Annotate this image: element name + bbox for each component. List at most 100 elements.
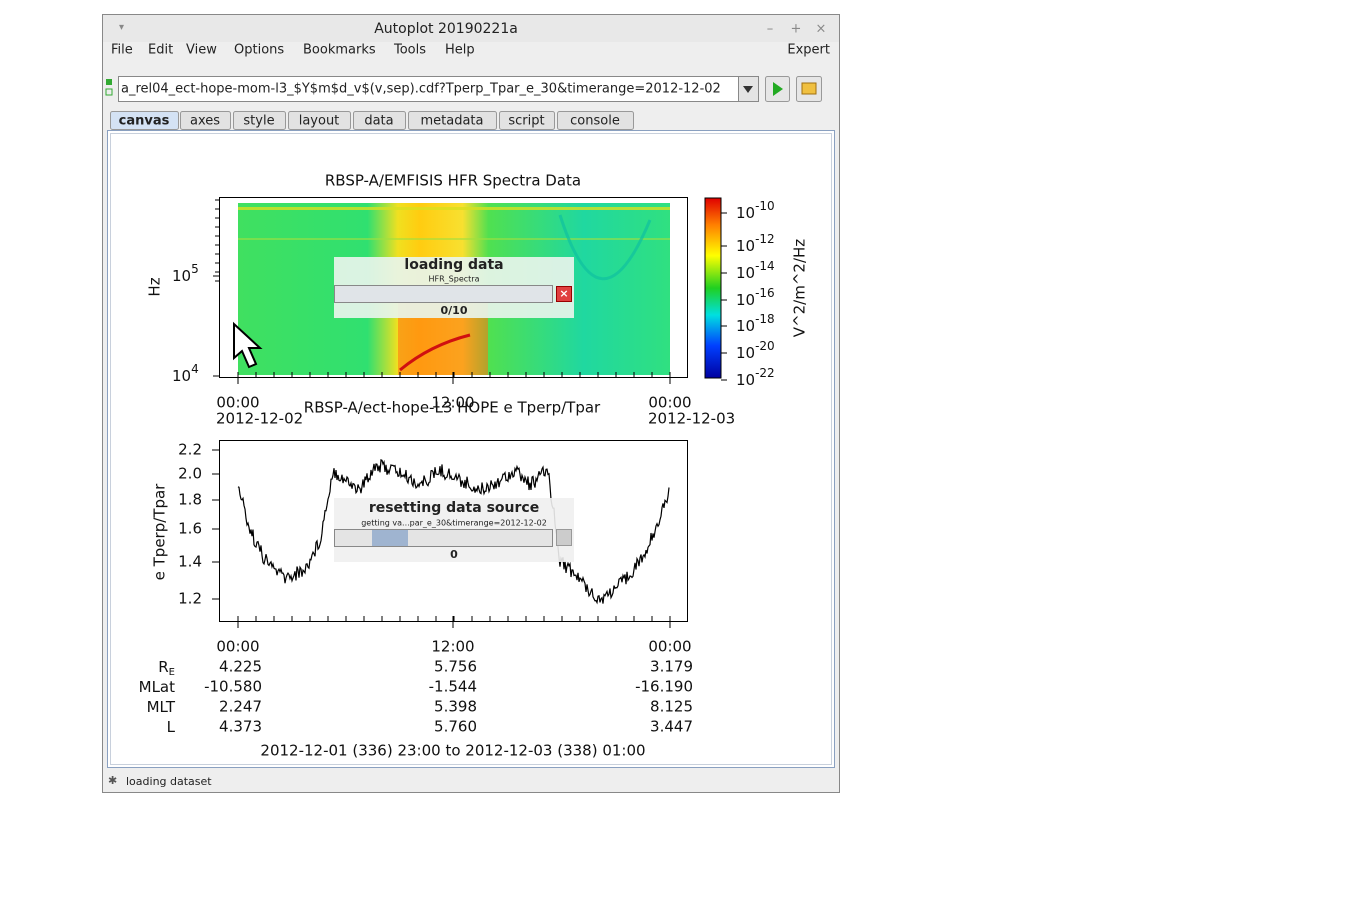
- tick-base: 10: [736, 291, 755, 309]
- ephemeris-value: 4.373: [219, 718, 262, 736]
- y-tick-label: 2.0: [178, 465, 202, 483]
- loading-popup: loading data HFR_Spectra × 0/10: [334, 257, 574, 318]
- window-title: Autoplot 20190221a: [374, 21, 518, 37]
- tab[interactable]: [353, 111, 406, 130]
- ephemeris-label: RE: [158, 658, 175, 679]
- tick-base: 10: [736, 204, 755, 222]
- tick-base: 10: [172, 267, 191, 285]
- menu-item[interactable]: Bookmarks: [303, 43, 376, 58]
- address-text: a_rel04_ect-hope-mom-l3_$Y$m$d_v$(v,sep)…: [121, 82, 721, 97]
- y-tick-label: 2.2: [178, 441, 202, 459]
- spectrogram-feature: [558, 214, 652, 281]
- ephemeris-value: 4.225: [219, 658, 262, 676]
- x-tick-label: 00:00: [648, 638, 691, 656]
- y-tick-label: 1.4: [178, 553, 202, 571]
- tick-base: 10: [736, 371, 755, 389]
- tick-exponent: -12: [755, 232, 775, 246]
- cancel-button[interactable]: [556, 529, 572, 546]
- play-icon: [773, 82, 783, 96]
- title-bar: [103, 15, 839, 42]
- popup-title: resetting data source: [369, 500, 539, 516]
- tick-base: 10: [736, 264, 755, 282]
- tick-base: 10: [736, 237, 755, 255]
- tab-label: script: [508, 114, 544, 129]
- tab[interactable]: [110, 111, 179, 130]
- tab-label: layout: [299, 114, 340, 129]
- popup-title: loading data: [404, 257, 503, 273]
- tick-exponent: -16: [755, 286, 775, 300]
- tab[interactable]: [180, 111, 231, 130]
- spectrogram-band: [238, 207, 670, 210]
- ephemeris-value: 5.398: [434, 698, 477, 716]
- tab[interactable]: [499, 111, 555, 130]
- tab[interactable]: [233, 111, 286, 130]
- resetting-popup: resetting data source getting va...par_e…: [334, 498, 574, 562]
- window-menu-icon[interactable]: ▾: [119, 22, 124, 33]
- address-field[interactable]: [118, 76, 739, 102]
- menu-item[interactable]: Edit: [148, 43, 173, 58]
- x-tick-date: 2012-12-02: [216, 410, 303, 428]
- ephemeris-value: 8.125: [650, 698, 693, 716]
- mouse-cursor: [233, 321, 263, 369]
- tab[interactable]: [288, 111, 351, 130]
- mode-label[interactable]: Expert: [787, 43, 830, 58]
- tick-base: 10: [736, 317, 755, 335]
- menu-item[interactable]: View: [186, 43, 217, 58]
- colorbar-tick-label: 10-22: [736, 366, 775, 389]
- cancel-button[interactable]: [556, 286, 572, 302]
- colorbar-tick-label: 10-20: [736, 339, 775, 362]
- menu-item[interactable]: File: [111, 43, 133, 58]
- ephemeris-label: MLat: [139, 678, 175, 696]
- menu-item[interactable]: Help: [445, 43, 475, 58]
- tab[interactable]: [408, 111, 497, 130]
- ephemeris-value: 5.756: [434, 658, 477, 676]
- tab-label: metadata: [420, 114, 483, 129]
- tab[interactable]: [557, 111, 634, 130]
- x-tick-label: 00:00: [216, 638, 259, 656]
- progress-bar: [334, 285, 553, 303]
- time-range: 2012-12-01 (336) 23:00 to 2012-12-03 (33…: [260, 742, 645, 760]
- plot-title: RBSP-A/EMFISIS HFR Spectra Data: [325, 172, 581, 190]
- menu-item[interactable]: Options: [234, 43, 284, 58]
- tick-exponent: 4: [191, 362, 199, 376]
- ephemeris-value: -1.544: [429, 678, 477, 696]
- x-tick-label: 12:00: [431, 394, 474, 412]
- spectrogram-feature: [399, 333, 471, 372]
- popup-subtitle: HFR_Spectra: [429, 275, 480, 284]
- ephemeris-value: 3.447: [650, 718, 693, 736]
- y-axis-label: Hz: [146, 277, 164, 296]
- folder-icon: [801, 82, 817, 95]
- colorbar-tick-label: 10-16: [736, 286, 775, 309]
- tick-exponent: 5: [191, 262, 199, 276]
- status-bar: [103, 771, 839, 792]
- tab-label: data: [364, 114, 393, 129]
- y-tick-label: 1.2: [178, 590, 202, 608]
- plot1-ticks: 10510410-1010-1210-1410-1610-1810-2010-2…: [172, 199, 775, 428]
- colorbar-tick-label: 10-10: [736, 199, 775, 222]
- close-button[interactable]: ×: [816, 22, 827, 37]
- menu-item[interactable]: Tools: [393, 43, 426, 58]
- y-tick-label: 1.8: [178, 491, 202, 509]
- ephemeris-value: 5.760: [434, 718, 477, 736]
- colorbar-tick-label: 10-18: [736, 312, 775, 335]
- ephemeris-label: MLT: [147, 698, 176, 716]
- ephemeris-value: 2.247: [219, 698, 262, 716]
- x-tick-label: 00:00: [216, 394, 259, 412]
- menu-bar: File Edit View Options Bookmarks Tools Help: [111, 43, 475, 58]
- label-main: MLat: [139, 678, 175, 696]
- colorbar-tick-label: 10-14: [736, 259, 775, 282]
- plot2-ticks: 2.2 2.0 1.8 1.6 1.4 1.2 00:00 12:00 00:00: [178, 441, 691, 656]
- tab-label: axes: [190, 114, 220, 129]
- plot-title: RBSP-A/ect-hope-L3 HOPE e Tperp/Tpar: [304, 399, 601, 417]
- dropdown-arrow: [743, 86, 753, 93]
- y-tick-label: 105: [172, 262, 199, 285]
- maximize-button[interactable]: +: [791, 22, 802, 37]
- x-tick-label: 12:00: [431, 638, 474, 656]
- minimize-button[interactable]: –: [767, 22, 774, 37]
- progress-bar: [334, 529, 553, 547]
- tick-exponent: -22: [755, 366, 775, 380]
- ephemeris-value: 3.179: [650, 658, 693, 676]
- popup-count: 0/10: [441, 304, 468, 317]
